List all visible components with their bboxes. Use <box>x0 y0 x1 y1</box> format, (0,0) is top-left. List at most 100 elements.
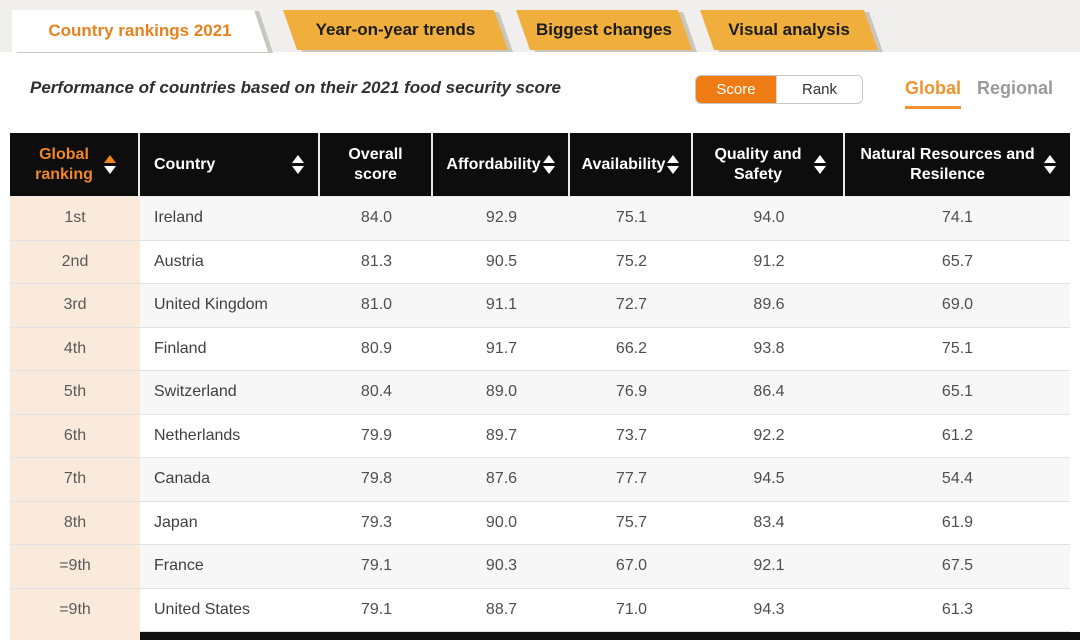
availability-cell: 75.2 <box>615 252 648 270</box>
availability-cell: 66.2 <box>615 339 648 357</box>
column-header-affordability[interactable]: Affordability <box>433 133 570 196</box>
table-row: 6th Netherlands 79.9 89.7 73.7 92.2 61.2 <box>10 414 1070 458</box>
sort-asc-icon[interactable] <box>667 155 680 163</box>
column-header-quality-safety[interactable]: Quality and Safety <box>693 133 845 196</box>
country-cell: Netherlands <box>154 426 241 444</box>
overall-score-cell: 79.1 <box>360 557 393 575</box>
overall-score-cell: 79.8 <box>360 470 393 488</box>
quality-safety-cell: 92.2 <box>753 426 785 444</box>
sort-arrows <box>292 155 304 174</box>
natural-resources-cell: 65.1 <box>941 383 974 401</box>
score-button[interactable]: Score <box>696 76 776 103</box>
tab-country-rankings[interactable]: Country rankings 2021 <box>12 10 268 52</box>
table-row: =9th France 79.1 90.3 67.0 92.1 67.5 <box>10 545 1070 589</box>
sort-desc-icon[interactable] <box>814 166 826 174</box>
sort-arrows <box>814 155 826 174</box>
sort-arrows <box>667 155 680 174</box>
rank-cell: 8th <box>10 501 140 544</box>
country-cell: Ireland <box>154 209 203 227</box>
sort-asc-icon[interactable] <box>1043 155 1056 163</box>
affordability-cell: 89.0 <box>485 383 518 401</box>
table-row: 8th Japan 79.3 90.0 75.7 83.4 61.9 <box>10 501 1070 545</box>
overall-score-cell: 79.9 <box>360 426 393 444</box>
country-cell: Switzerland <box>154 383 237 401</box>
availability-cell: 73.7 <box>615 426 648 444</box>
sort-arrows <box>104 155 116 174</box>
table-row: 2nd Austria 81.3 90.5 75.2 91.2 65.7 <box>10 240 1070 284</box>
table-row: 1st Ireland 84.0 92.9 75.1 94.0 74.1 <box>10 197 1070 241</box>
column-header-global-ranking[interactable]: Global ranking <box>10 133 140 196</box>
natural-resources-cell: 61.9 <box>941 513 974 531</box>
sort-asc-icon[interactable] <box>104 155 116 163</box>
sort-asc-icon[interactable] <box>814 155 826 163</box>
overall-score-cell: 79.1 <box>360 600 393 618</box>
quality-safety-cell: 92.1 <box>753 557 785 575</box>
availability-cell: 76.9 <box>615 383 648 401</box>
affordability-cell: 90.5 <box>485 252 518 270</box>
rank-button[interactable]: Rank <box>776 76 862 103</box>
column-header-label: Global ranking <box>35 146 93 183</box>
column-header-label: Affordability <box>446 155 541 173</box>
tab-visual-analysis[interactable]: Visual analysis <box>700 10 878 50</box>
sort-desc-icon[interactable] <box>667 166 680 174</box>
affordability-cell: 92.9 <box>485 209 518 227</box>
natural-resources-cell: 69.0 <box>941 296 974 314</box>
country-cell: Canada <box>154 470 211 488</box>
country-cell: United States <box>154 600 251 618</box>
country-cell: Finland <box>154 339 207 357</box>
column-header-availability[interactable]: Availability <box>570 133 693 196</box>
table-body: 1st Ireland 84.0 92.9 75.1 94.0 74.1 2nd… <box>10 196 1070 632</box>
country-cell: Japan <box>154 513 198 531</box>
global-option[interactable]: Global <box>905 78 962 109</box>
table-footer-bar <box>140 632 1080 640</box>
sort-asc-icon[interactable] <box>292 155 304 163</box>
quality-safety-cell: 94.3 <box>753 600 785 618</box>
availability-cell: 75.7 <box>615 513 648 531</box>
scope-toggle: Global Regional <box>905 78 1053 109</box>
regional-option[interactable]: Regional <box>977 78 1054 98</box>
column-header-country[interactable]: Country <box>140 133 320 196</box>
country-cell: United Kingdom <box>154 296 268 314</box>
sort-desc-icon[interactable] <box>542 166 555 174</box>
tab-year-on-year-trends[interactable]: Year-on-year trends <box>283 10 508 50</box>
column-header-label: Country <box>154 155 216 173</box>
natural-resources-cell: 74.1 <box>941 209 974 227</box>
quality-safety-cell: 93.8 <box>753 339 785 357</box>
column-header-label: Natural Resources and Resilence <box>860 146 1035 183</box>
rank-cell: 4th <box>10 327 140 370</box>
country-cell: Austria <box>154 252 204 270</box>
table-row: =9th United States 79.1 88.7 71.0 94.3 6… <box>10 588 1070 632</box>
affordability-cell: 91.7 <box>485 339 518 357</box>
sort-desc-icon[interactable] <box>292 166 304 174</box>
affordability-cell: 90.0 <box>485 513 518 531</box>
table-row: 7th Canada 79.8 87.6 77.7 94.5 54.4 <box>10 458 1070 502</box>
quality-safety-cell: 83.4 <box>753 513 785 531</box>
column-header-natural-resources[interactable]: Natural Resources and Resilence <box>845 133 1070 196</box>
sort-desc-icon[interactable] <box>104 166 116 174</box>
natural-resources-cell: 61.2 <box>941 426 974 444</box>
tab-biggest-changes[interactable]: Biggest changes <box>516 10 692 50</box>
page-subtitle: Performance of countries based on their … <box>30 78 561 97</box>
table-row: 4th Finland 80.9 91.7 66.2 93.8 75.1 <box>10 327 1070 371</box>
overall-score-cell: 80.4 <box>360 383 393 401</box>
rank-cell: 1st <box>10 197 140 240</box>
overall-score-cell: 84.0 <box>360 209 393 227</box>
tab-bar: Country rankings 2021 Year-on-year trend… <box>0 0 1080 52</box>
quality-safety-cell: 94.0 <box>753 209 785 227</box>
availability-cell: 72.7 <box>615 296 648 314</box>
sort-asc-icon[interactable] <box>542 155 555 163</box>
ranking-column-footer <box>10 631 140 640</box>
rank-cell: 3rd <box>10 284 140 327</box>
sort-arrows <box>1043 155 1056 174</box>
quality-safety-cell: 91.2 <box>753 252 785 270</box>
availability-cell: 75.1 <box>615 209 648 227</box>
sort-desc-icon[interactable] <box>1043 166 1056 174</box>
table-row: 3rd United Kingdom 81.0 91.1 72.7 89.6 6… <box>10 284 1070 328</box>
sort-arrows <box>542 155 555 174</box>
affordability-cell: 87.6 <box>485 470 518 488</box>
availability-cell: 71.0 <box>615 600 648 618</box>
affordability-cell: 91.1 <box>485 296 518 314</box>
overall-score-cell: 80.9 <box>360 339 393 357</box>
natural-resources-cell: 75.1 <box>941 339 974 357</box>
